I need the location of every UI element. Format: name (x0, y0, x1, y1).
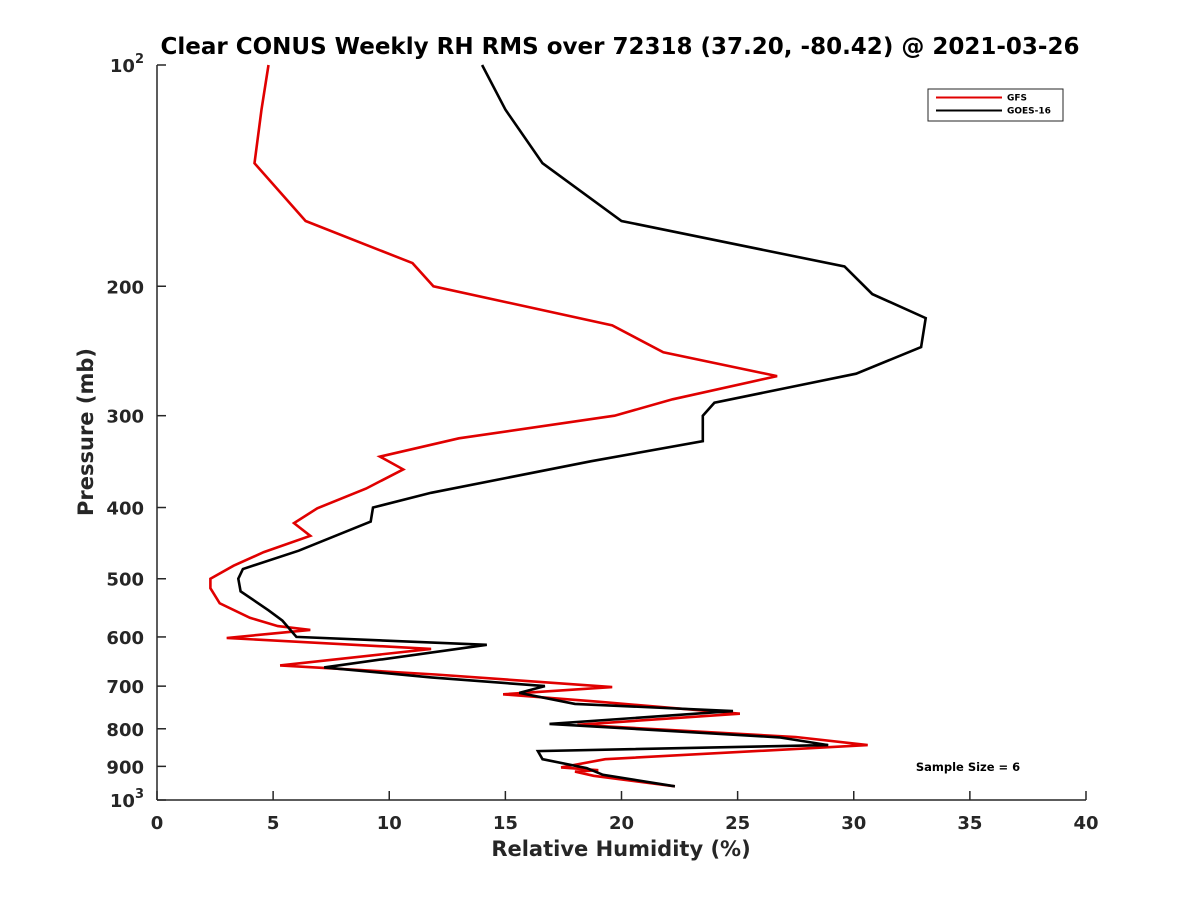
y-axis-label: Pressure (mb) (74, 348, 98, 516)
legend-label-goes16: GOES-16 (1007, 107, 1051, 117)
series-line-goes16 (236, 64, 928, 788)
y-tick-label: 800 (106, 720, 144, 741)
x-tick-label: 5 (267, 813, 280, 834)
legend-label-gfs: GFS (1007, 94, 1027, 104)
legend-box (927, 88, 1064, 122)
x-tick-label: 25 (725, 813, 750, 834)
x-tick-label: 15 (493, 813, 518, 834)
y-tick-label: 102 (110, 52, 144, 77)
y-tick-label: 200 (106, 277, 144, 298)
x-axis-ticks: 0 5 10 15 20 25 30 35 40 (151, 791, 1099, 834)
y-tick-label: 103 (110, 787, 144, 812)
x-tick-label: 0 (151, 813, 164, 834)
sample-size-annotation: Sample Size = 6 (916, 760, 1020, 774)
x-tick-label: 35 (957, 813, 982, 834)
x-axis-label: Relative Humidity (%) (491, 837, 750, 861)
x-tick-label: 20 (609, 813, 634, 834)
y-tick-label: 700 (106, 677, 144, 698)
chart-title: Clear CONUS Weekly RH RMS over 72318 (37… (161, 34, 1080, 60)
y-axis-ticks: 102 200 300 400 500 600 700 800 900 103 (106, 52, 166, 812)
x-tick-label: 10 (377, 813, 402, 834)
series-line-gfs (209, 64, 868, 788)
x-tick-label: 40 (1073, 813, 1098, 834)
y-tick-label: 600 (106, 628, 144, 649)
x-tick-label: 30 (841, 813, 866, 834)
plot-area (209, 64, 928, 788)
y-tick-label: 900 (106, 757, 144, 778)
y-tick-label: 300 (106, 407, 144, 428)
y-tick-label: 500 (106, 570, 144, 591)
legend: GFS GOES-16 (927, 88, 1064, 122)
y-tick-label: 400 (106, 499, 144, 520)
